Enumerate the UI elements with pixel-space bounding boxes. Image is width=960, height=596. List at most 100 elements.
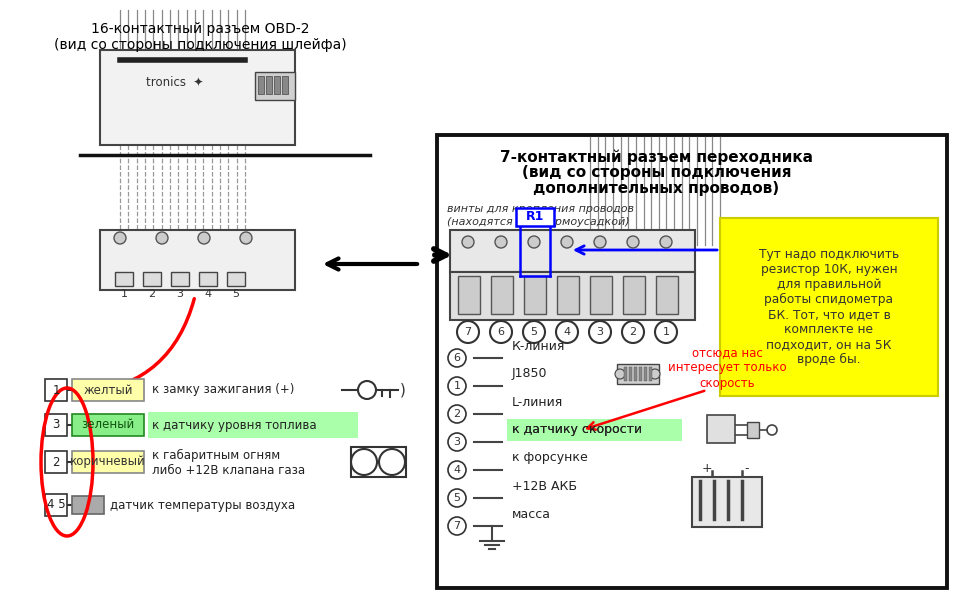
Text: 4: 4 xyxy=(564,327,570,337)
Bar xyxy=(45,451,67,473)
Bar xyxy=(747,422,759,438)
Text: 4: 4 xyxy=(453,465,461,475)
Circle shape xyxy=(114,232,126,244)
Circle shape xyxy=(448,461,466,479)
Bar xyxy=(707,415,735,443)
Bar xyxy=(557,276,579,314)
Bar xyxy=(450,230,695,272)
Text: Тут надо подключить
резистор 10К, нужен
для правильной
работы спидометра
БК. Тот: Тут надо подключить резистор 10К, нужен … xyxy=(758,248,900,366)
Text: желтый: желтый xyxy=(84,383,132,396)
Text: 1: 1 xyxy=(52,383,60,396)
Text: к датчику скорости: к датчику скорости xyxy=(512,424,642,436)
Bar xyxy=(274,76,280,94)
Bar xyxy=(351,447,406,477)
Text: коричневый: коричневый xyxy=(70,455,146,468)
Bar xyxy=(437,135,947,588)
Circle shape xyxy=(615,369,625,379)
Text: 1: 1 xyxy=(662,327,669,337)
Text: 5: 5 xyxy=(453,493,461,503)
Text: R1: R1 xyxy=(526,210,544,224)
Circle shape xyxy=(448,405,466,423)
Text: 3: 3 xyxy=(453,437,461,447)
Text: +12В АКБ: +12В АКБ xyxy=(512,480,577,492)
Text: 16-контактный разъем OBD-2
(вид со стороны подключения шлейфа): 16-контактный разъем OBD-2 (вид со сторо… xyxy=(54,22,347,52)
Circle shape xyxy=(655,321,677,343)
Text: датчик температуры воздуха: датчик температуры воздуха xyxy=(110,498,295,511)
Bar xyxy=(624,367,627,381)
Bar xyxy=(266,76,272,94)
Text: -: - xyxy=(745,462,749,476)
Bar xyxy=(258,76,264,94)
Bar xyxy=(148,412,358,438)
Text: К-линия: К-линия xyxy=(512,340,565,352)
Text: 3: 3 xyxy=(177,289,183,299)
Text: 2: 2 xyxy=(52,455,60,468)
Circle shape xyxy=(462,236,474,248)
Text: 2: 2 xyxy=(149,289,156,299)
Bar xyxy=(72,379,144,401)
Text: к замку зажигания (+): к замку зажигания (+) xyxy=(152,383,295,396)
Text: tronics  ✦: tronics ✦ xyxy=(146,76,204,88)
Text: к датчику уровня топлива: к датчику уровня топлива xyxy=(152,418,317,432)
Bar xyxy=(45,379,67,401)
Bar xyxy=(282,76,288,94)
Bar xyxy=(458,276,480,314)
Circle shape xyxy=(448,433,466,451)
Text: (находятся под термоусадкой): (находятся под термоусадкой) xyxy=(447,217,630,227)
Text: к датчику скорости: к датчику скорости xyxy=(512,424,642,436)
Text: 4 5: 4 5 xyxy=(47,498,65,511)
Bar xyxy=(227,272,245,286)
Text: L-линия: L-линия xyxy=(512,396,564,408)
Bar xyxy=(100,50,295,145)
Bar xyxy=(617,364,659,384)
Circle shape xyxy=(490,321,512,343)
Text: 6: 6 xyxy=(453,353,461,363)
Text: 7: 7 xyxy=(453,521,461,531)
Text: винты для крепления проводов: винты для крепления проводов xyxy=(447,204,634,214)
Circle shape xyxy=(622,321,644,343)
Bar xyxy=(100,230,295,290)
Text: зеленый: зеленый xyxy=(82,418,134,432)
Circle shape xyxy=(198,232,210,244)
Text: 2: 2 xyxy=(453,409,461,419)
Circle shape xyxy=(156,232,168,244)
Bar xyxy=(629,367,632,381)
Circle shape xyxy=(448,349,466,367)
Bar xyxy=(649,367,652,381)
Circle shape xyxy=(240,232,252,244)
Text: масса: масса xyxy=(512,508,551,520)
Text: 7: 7 xyxy=(465,327,471,337)
Bar xyxy=(45,414,67,436)
Bar xyxy=(450,272,695,320)
Bar xyxy=(590,276,612,314)
Circle shape xyxy=(457,321,479,343)
Text: 5: 5 xyxy=(232,289,239,299)
Bar xyxy=(720,218,938,396)
Circle shape xyxy=(448,489,466,507)
Bar xyxy=(45,494,67,516)
Text: (вид со стороны подключения: (вид со стороны подключения xyxy=(521,166,791,181)
Bar xyxy=(72,496,104,514)
Text: 3: 3 xyxy=(596,327,604,337)
Text: 1: 1 xyxy=(121,289,128,299)
Bar xyxy=(255,72,295,100)
Bar xyxy=(692,477,762,527)
Circle shape xyxy=(495,236,507,248)
Circle shape xyxy=(556,321,578,343)
Text: 1: 1 xyxy=(453,381,461,391)
Circle shape xyxy=(448,517,466,535)
Bar xyxy=(72,451,144,473)
Bar xyxy=(491,276,513,314)
Text: либо +12В клапана газа: либо +12В клапана газа xyxy=(152,464,305,476)
Bar xyxy=(72,414,144,436)
Circle shape xyxy=(627,236,639,248)
Circle shape xyxy=(650,369,660,379)
Text: 2: 2 xyxy=(630,327,636,337)
Bar xyxy=(623,276,645,314)
Bar xyxy=(656,276,678,314)
Bar xyxy=(115,272,133,286)
Circle shape xyxy=(523,321,545,343)
Circle shape xyxy=(561,236,573,248)
Text: 3: 3 xyxy=(52,418,60,432)
Text: дополнительных проводов): дополнительных проводов) xyxy=(533,182,780,197)
